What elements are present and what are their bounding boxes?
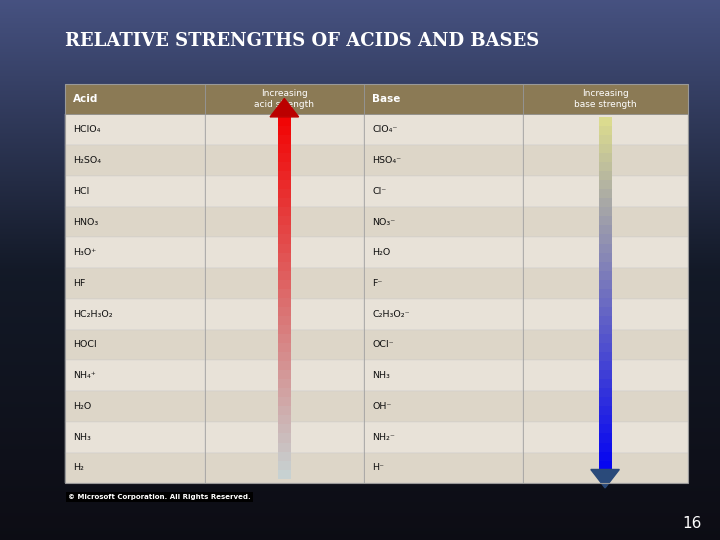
FancyBboxPatch shape <box>278 189 291 198</box>
Text: RELATIVE STRENGTHS OF ACIDS AND BASES: RELATIVE STRENGTHS OF ACIDS AND BASES <box>65 31 539 50</box>
FancyBboxPatch shape <box>364 299 523 329</box>
Text: H₃O⁺: H₃O⁺ <box>73 248 96 257</box>
FancyBboxPatch shape <box>523 391 688 422</box>
Text: OH⁻: OH⁻ <box>372 402 392 411</box>
Text: © Microsoft Corporation. All Rights Reserved.: © Microsoft Corporation. All Rights Rese… <box>68 494 251 500</box>
FancyBboxPatch shape <box>364 268 523 299</box>
FancyBboxPatch shape <box>598 117 611 126</box>
FancyBboxPatch shape <box>65 114 205 145</box>
FancyBboxPatch shape <box>598 316 611 325</box>
FancyBboxPatch shape <box>523 207 688 238</box>
Text: HC₂H₃O₂: HC₂H₃O₂ <box>73 310 113 319</box>
FancyBboxPatch shape <box>65 329 205 360</box>
FancyBboxPatch shape <box>598 361 611 370</box>
FancyBboxPatch shape <box>65 145 205 176</box>
FancyBboxPatch shape <box>205 145 364 176</box>
Text: Base: Base <box>372 94 401 104</box>
FancyBboxPatch shape <box>278 370 291 379</box>
FancyBboxPatch shape <box>278 352 291 361</box>
FancyBboxPatch shape <box>598 253 611 261</box>
Text: ClO₄⁻: ClO₄⁻ <box>372 125 397 134</box>
FancyBboxPatch shape <box>65 453 205 483</box>
FancyBboxPatch shape <box>523 453 688 483</box>
Text: NH₃: NH₃ <box>73 433 91 442</box>
FancyBboxPatch shape <box>278 307 291 316</box>
FancyBboxPatch shape <box>278 289 291 298</box>
FancyBboxPatch shape <box>278 171 291 180</box>
FancyBboxPatch shape <box>598 424 611 434</box>
Text: HClO₄: HClO₄ <box>73 125 101 134</box>
FancyBboxPatch shape <box>278 325 291 334</box>
FancyBboxPatch shape <box>523 360 688 391</box>
FancyBboxPatch shape <box>278 234 291 244</box>
Text: NO₃⁻: NO₃⁻ <box>372 218 395 226</box>
FancyBboxPatch shape <box>598 406 611 415</box>
FancyBboxPatch shape <box>205 391 364 422</box>
FancyBboxPatch shape <box>278 298 291 307</box>
Text: HNO₃: HNO₃ <box>73 218 99 226</box>
FancyBboxPatch shape <box>278 207 291 217</box>
FancyBboxPatch shape <box>65 422 205 453</box>
Text: Acid: Acid <box>73 94 99 104</box>
FancyBboxPatch shape <box>364 207 523 238</box>
Text: Cl⁻: Cl⁻ <box>372 187 387 196</box>
FancyBboxPatch shape <box>65 360 205 391</box>
FancyBboxPatch shape <box>598 234 611 244</box>
FancyBboxPatch shape <box>205 176 364 207</box>
FancyBboxPatch shape <box>278 379 291 388</box>
FancyBboxPatch shape <box>598 244 611 253</box>
FancyBboxPatch shape <box>598 434 611 442</box>
Text: F⁻: F⁻ <box>372 279 383 288</box>
FancyBboxPatch shape <box>205 453 364 483</box>
Text: NH₂⁻: NH₂⁻ <box>372 433 395 442</box>
Text: HSO₄⁻: HSO₄⁻ <box>372 156 402 165</box>
FancyBboxPatch shape <box>278 461 291 470</box>
FancyBboxPatch shape <box>278 117 291 126</box>
FancyBboxPatch shape <box>523 114 688 145</box>
FancyBboxPatch shape <box>598 126 611 135</box>
FancyBboxPatch shape <box>598 388 611 397</box>
FancyBboxPatch shape <box>598 207 611 217</box>
FancyBboxPatch shape <box>598 280 611 289</box>
FancyBboxPatch shape <box>278 261 291 271</box>
FancyBboxPatch shape <box>278 343 291 352</box>
FancyBboxPatch shape <box>65 238 205 268</box>
FancyBboxPatch shape <box>278 397 291 406</box>
FancyBboxPatch shape <box>598 442 611 451</box>
FancyBboxPatch shape <box>523 145 688 176</box>
FancyBboxPatch shape <box>205 422 364 453</box>
FancyBboxPatch shape <box>65 299 205 329</box>
FancyBboxPatch shape <box>598 325 611 334</box>
FancyBboxPatch shape <box>205 238 364 268</box>
FancyBboxPatch shape <box>598 461 611 470</box>
FancyBboxPatch shape <box>598 334 611 343</box>
FancyBboxPatch shape <box>598 217 611 225</box>
FancyBboxPatch shape <box>278 406 291 415</box>
FancyBboxPatch shape <box>278 253 291 261</box>
Text: Increasing
base strength: Increasing base strength <box>574 89 636 109</box>
FancyBboxPatch shape <box>598 379 611 388</box>
FancyBboxPatch shape <box>278 198 291 207</box>
FancyBboxPatch shape <box>523 84 688 114</box>
FancyBboxPatch shape <box>598 289 611 298</box>
FancyBboxPatch shape <box>205 268 364 299</box>
FancyBboxPatch shape <box>205 114 364 145</box>
FancyBboxPatch shape <box>364 114 523 145</box>
FancyBboxPatch shape <box>65 391 205 422</box>
Text: OCl⁻: OCl⁻ <box>372 341 394 349</box>
Text: HF: HF <box>73 279 86 288</box>
FancyBboxPatch shape <box>364 453 523 483</box>
FancyBboxPatch shape <box>598 144 611 153</box>
FancyBboxPatch shape <box>364 145 523 176</box>
FancyBboxPatch shape <box>278 280 291 289</box>
FancyBboxPatch shape <box>278 434 291 442</box>
Text: NH₃: NH₃ <box>372 371 390 380</box>
FancyBboxPatch shape <box>598 370 611 379</box>
FancyBboxPatch shape <box>598 397 611 406</box>
FancyBboxPatch shape <box>278 244 291 253</box>
FancyBboxPatch shape <box>205 84 364 114</box>
FancyBboxPatch shape <box>205 299 364 329</box>
FancyBboxPatch shape <box>65 207 205 238</box>
Text: H₂: H₂ <box>73 463 84 472</box>
